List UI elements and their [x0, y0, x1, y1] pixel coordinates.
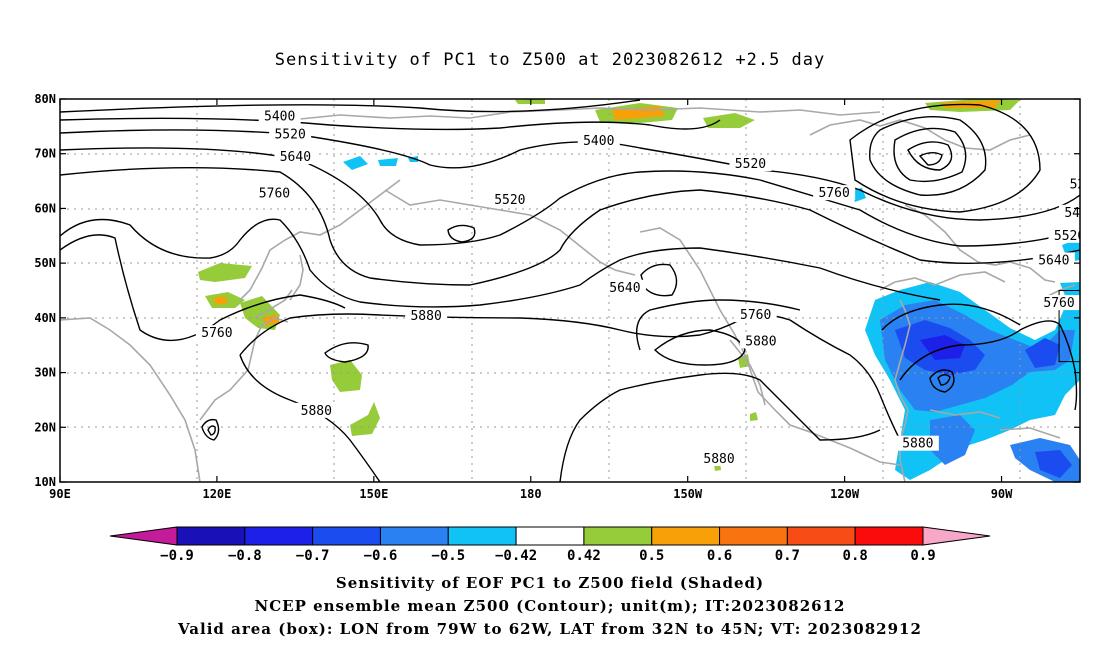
sensitivity-shading: [198, 99, 1080, 482]
colorbar-label: −0.7: [296, 548, 330, 564]
lon-tick-label: 90W: [991, 487, 1013, 501]
caption-line-2: NCEP ensemble mean Z500 (Contour); unit(…: [254, 597, 846, 615]
colorbar-label: −0.8: [228, 548, 262, 564]
map-frame: [59, 98, 1081, 483]
contour-label: 5520: [1054, 229, 1085, 244]
contour-label: 5880: [301, 404, 332, 419]
contour-label-bg: [698, 451, 741, 467]
colorbar-swatch: [244, 526, 314, 546]
lon-tick-label: 120W: [830, 487, 860, 501]
lon-tick-label: 120E: [202, 487, 231, 501]
contour-label: 5880: [410, 309, 441, 324]
lat-tick-label: 80N: [34, 92, 56, 106]
colorbar-label: 0.8: [843, 548, 868, 564]
contour-label: 5400: [1064, 206, 1095, 221]
contour-label: 5880: [902, 437, 933, 452]
lat-tick-label: 30N: [34, 366, 56, 380]
contour-label: 5760: [1043, 296, 1074, 311]
lat-tick-label: 50N: [34, 256, 56, 270]
lon-tick-label: 150W: [673, 487, 703, 501]
contour-label: 5520: [735, 157, 766, 172]
contour-label-bg: [405, 308, 448, 324]
contour-label-bg: [603, 279, 646, 295]
contour-label-bg: [1032, 252, 1075, 268]
lat-tick-label: 10N: [34, 475, 56, 489]
colorbar-label: −0.6: [364, 548, 398, 564]
contour-label: 5880: [703, 452, 734, 467]
contour-label: 5400: [264, 110, 295, 125]
lat-tick-label: 40N: [34, 311, 56, 325]
contour-label: 5760: [201, 326, 232, 341]
z500-contours: [60, 99, 1080, 482]
contour-label: 5880: [745, 334, 776, 349]
colorbar-label: 0.42: [567, 548, 601, 564]
colorbar-swatch: [312, 526, 381, 546]
contour-label-bg: [739, 333, 782, 349]
lon-tick-label: 150E: [359, 487, 388, 501]
colorbar-label: 0.7: [775, 548, 800, 564]
colorbar-swatch: [786, 526, 856, 546]
lat-tick-label: 70N: [34, 147, 56, 161]
colorbar-swatch: [854, 526, 924, 546]
colorbar-swatch: [515, 526, 585, 546]
contour-labels: 5400 5520 5640 5760 5400 5520 5520 5760 5640 5760…: [195, 108, 1100, 467]
contour-label-bg: [896, 435, 939, 451]
contour-label-bg: [295, 402, 338, 418]
contour-label-bg: [269, 126, 312, 142]
colorbar-label: −0.42: [495, 548, 537, 564]
coastlines: [60, 107, 1076, 482]
contour-label: 5640: [1038, 253, 1069, 268]
colorbar-low-extension: [109, 526, 178, 546]
plot-title: Sensitivity of PC1 to Z500 at 2023082612…: [274, 50, 826, 70]
contour-label-bg: [734, 307, 777, 323]
colorbar-swatch: [447, 526, 517, 546]
colorbar-label: 0.9: [910, 548, 935, 564]
contour-label-bg: [1038, 295, 1080, 311]
colorbar: −0.9 −0.8 −0.7 −0.6 −0.5 −0.42 0.42 0.5 0.6 0.7 0.…: [109, 526, 991, 564]
lat-tick-label: 60N: [34, 201, 56, 215]
contour-label: 5760: [740, 308, 771, 323]
colorbar-label: 0.5: [639, 548, 664, 564]
latitude-ticks: 80N 70N 60N 50N 40N 30N 20N 10N: [34, 92, 1080, 489]
valid-area-box: [1058, 290, 1080, 363]
contour-label-bg: [274, 148, 317, 164]
contour-label: 5400: [583, 134, 614, 149]
contour-label: 5760: [259, 187, 290, 202]
contour-label-bg: [729, 156, 772, 172]
contour-label: 5640: [609, 281, 640, 296]
map-area: 5400 5520 5640 5760 5400 5520 5520 5760 5640 5760…: [60, 99, 1100, 482]
contour-label-bg: [1048, 227, 1080, 243]
contour-label-bg: [488, 192, 531, 208]
contour-label-bg: [258, 108, 301, 124]
colorbar-swatch: [583, 526, 653, 546]
lon-tick-label: 90E: [49, 487, 71, 501]
colorbar-swatch: [176, 526, 246, 546]
contour-label-bg: [1064, 176, 1080, 192]
colorbar-label: −0.5: [431, 548, 465, 564]
contour-label-bg: [253, 185, 296, 201]
lon-tick-label: 180: [520, 487, 542, 501]
contour-label: 5760: [818, 186, 849, 201]
contour-label: 5520: [274, 128, 305, 143]
contour-label-bg: [813, 185, 856, 201]
colorbar-label: 0.6: [707, 548, 732, 564]
colorbar-swatch: [651, 526, 721, 546]
colorbar-swatch: [719, 526, 788, 546]
longitude-ticks: 90E120E150E180150W120W90W60W: [49, 99, 1013, 501]
caption-line-1: Sensitivity of EOF PC1 to Z500 field (Sh…: [335, 574, 765, 592]
colorbar-label: −0.9: [160, 548, 194, 564]
lat-tick-label: 20N: [34, 420, 56, 434]
caption-line-3: Valid area (box): LON from 79W to 62W, L…: [178, 620, 922, 638]
contour-label: 5640: [280, 150, 311, 165]
contour-label: 5280: [1070, 177, 1100, 192]
contour-label-bg: [577, 133, 620, 149]
colorbar-swatch: [379, 526, 449, 546]
contour-label-bg: [195, 325, 238, 341]
contour-label: 5520: [494, 193, 525, 208]
colorbar-high-extension: [922, 526, 991, 546]
